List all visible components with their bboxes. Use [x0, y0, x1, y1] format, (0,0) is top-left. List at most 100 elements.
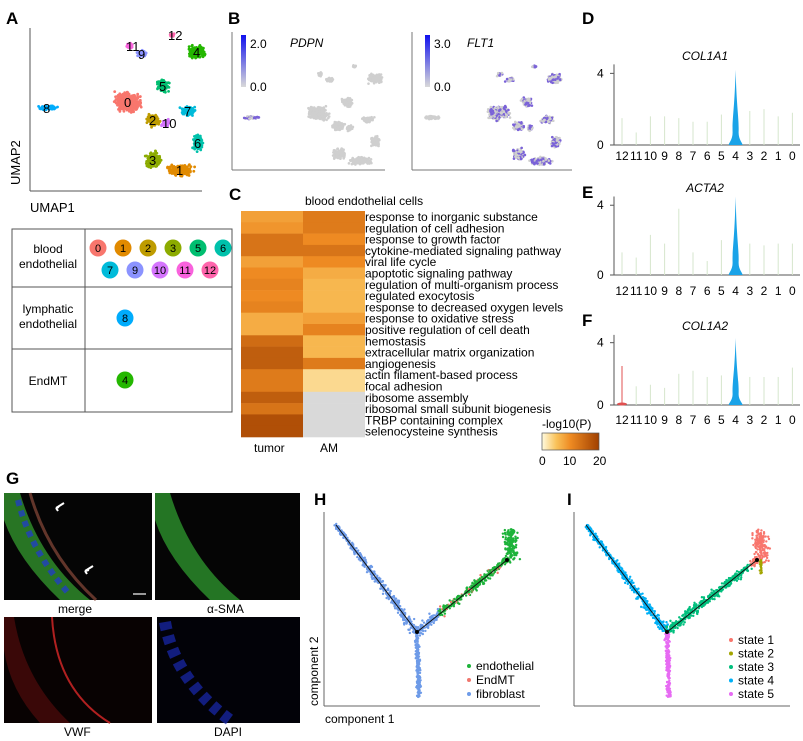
cell-point-cluster-1	[188, 170, 192, 174]
cell-point	[379, 73, 383, 76]
x-tick-label: 11	[630, 149, 643, 163]
alpha-sma-image	[155, 493, 300, 600]
image-label: VWF	[64, 725, 91, 739]
cell-point-cluster-1	[192, 169, 196, 173]
cell-point-cluster-0	[118, 109, 122, 113]
cell-point	[518, 127, 521, 131]
scale-min: 0.0	[250, 80, 267, 94]
heatmap-cell	[303, 335, 365, 347]
plot-title: FLT1	[467, 36, 494, 50]
pdpn-feature-plot: PDPN 2.0 0.0	[231, 32, 385, 171]
cell-point	[337, 151, 340, 154]
cell-point	[370, 137, 373, 140]
x-tick-label: 12	[615, 284, 629, 298]
cell-point	[332, 156, 336, 160]
cell-point	[367, 156, 371, 160]
heatmap-cell	[241, 211, 303, 223]
heatmap-cell	[303, 425, 365, 438]
cell-point	[376, 143, 379, 146]
y-tick-label: 4	[597, 198, 604, 212]
x-axis-label: UMAP1	[30, 200, 75, 215]
x-tick-label: 1	[775, 413, 782, 427]
cell-point	[319, 74, 322, 78]
heatmap-cell	[241, 244, 303, 257]
panel-letter-f: F	[582, 311, 592, 330]
cell-point-cluster-1	[177, 166, 180, 170]
flt1-feature-plot: FLT1 3.0 0.0	[411, 32, 572, 171]
cell-point-cluster-0	[124, 105, 128, 109]
cell-point	[370, 74, 374, 77]
cell-point	[436, 116, 440, 119]
cell-point	[504, 115, 508, 119]
cell-point	[520, 122, 523, 125]
cell-point	[496, 71, 500, 75]
cell-point	[550, 80, 553, 84]
cell-point	[324, 104, 328, 108]
cluster-label-5: 5	[159, 79, 166, 94]
x-tick-label: 4	[732, 413, 739, 427]
cell-point	[547, 120, 551, 124]
cell-point	[322, 113, 326, 116]
heatmap-cell	[303, 211, 365, 223]
cell-point	[308, 115, 312, 119]
x-tick-label: 4	[732, 149, 739, 163]
row-label: selenocysteine synthesis	[365, 425, 498, 439]
cell-point	[505, 77, 509, 81]
cluster-label-3: 3	[149, 153, 156, 168]
y-axis-label: UMAP2	[8, 140, 23, 185]
cluster-badge-label: 0	[95, 243, 101, 255]
heatmap-cell	[241, 369, 303, 381]
cluster-badge-label: 8	[122, 313, 128, 325]
heatmap-cell	[241, 357, 303, 370]
cell-point	[315, 108, 319, 112]
cell-point-cluster-1	[168, 165, 172, 169]
cell-point-cluster-8	[51, 106, 55, 110]
cell-point	[403, 608, 406, 611]
cell-point-cluster-1	[170, 169, 174, 173]
cell-point-cluster-0	[138, 95, 142, 98]
cell-point-cluster-4	[187, 45, 191, 49]
cell-point	[519, 99, 523, 102]
cell-point	[516, 125, 520, 128]
heatmap-cell	[241, 414, 303, 426]
cluster-badge-label: 10	[154, 265, 166, 277]
x-tick-label: 12	[615, 413, 629, 427]
heatmap-title: blood endothelial cells	[305, 194, 423, 208]
cell-point	[367, 161, 371, 164]
cell-point-cluster-7	[193, 105, 197, 109]
trajectory-by-celltype: component 1 component 2 endothelialEndMT…	[307, 512, 540, 726]
x-tick-label: 6	[704, 149, 711, 163]
heatmap-cell	[241, 256, 303, 268]
cell-point	[487, 116, 490, 120]
heatmap-cell	[303, 369, 365, 381]
cell-point	[500, 112, 503, 115]
cell-point	[250, 116, 254, 120]
cell-point	[408, 631, 412, 635]
cell-point	[539, 158, 543, 162]
cell-point-cluster-1	[173, 170, 177, 174]
cell-point	[508, 116, 512, 119]
cell-point-cluster-0	[118, 96, 122, 100]
heatmap-cell	[241, 222, 303, 234]
cell-point-cluster-1	[185, 168, 188, 172]
y-axis-label: component 2	[307, 636, 321, 706]
x-tick-label: 5	[718, 149, 725, 163]
cell-point	[242, 116, 246, 120]
x-tick-label: 1	[775, 149, 782, 163]
x-tick-label: 2	[761, 413, 768, 427]
cell-point	[380, 80, 383, 83]
cluster-label-2: 2	[149, 113, 156, 128]
cluster-badge-label: 6	[220, 243, 226, 255]
plot-title: ACTA2	[685, 181, 724, 195]
heatmap-cell	[303, 414, 365, 426]
x-tick-label: 0	[789, 149, 796, 163]
cell-point	[533, 65, 537, 69]
cell-point	[309, 112, 312, 115]
cell-point	[509, 78, 513, 81]
violin-cluster-4	[728, 338, 743, 405]
cell-point	[375, 140, 379, 144]
cell-point	[525, 102, 528, 105]
